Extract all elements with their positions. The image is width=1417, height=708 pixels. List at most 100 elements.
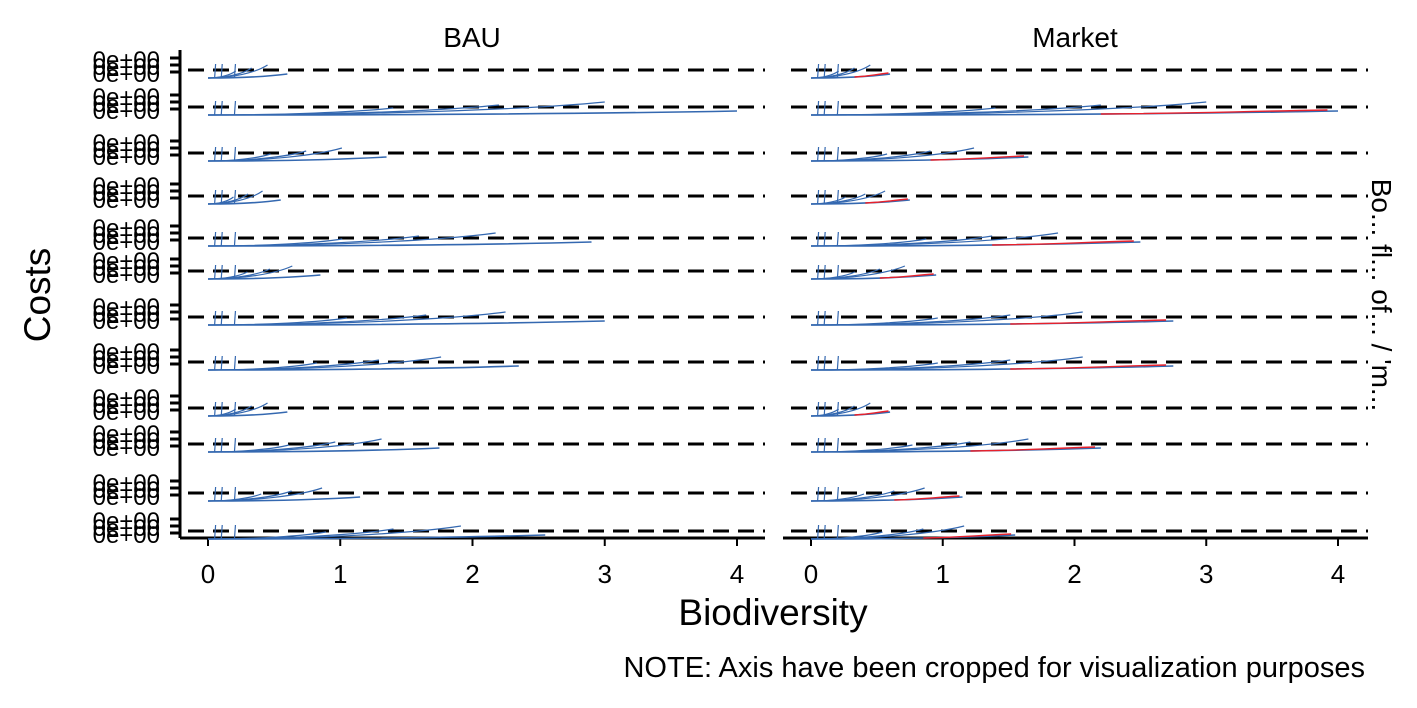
y-tick-label: 0e+00: [93, 522, 160, 549]
market-cost-curve: [930, 155, 1025, 161]
cost-curve: [810, 356, 1083, 371]
cost-curve-spike: [836, 437, 839, 453]
cost-curve-spike: [836, 264, 839, 280]
y-tick-label: 0e+00: [93, 137, 160, 164]
cost-curve: [207, 101, 605, 116]
cost-curve-spike: [233, 146, 237, 162]
cost-curve-spike: [214, 63, 217, 79]
cost-curve: [810, 265, 906, 280]
y-tick-label: 0e+00: [93, 187, 160, 214]
y-tick-label: 0e+00: [93, 98, 160, 125]
y-tick-label: 0e+00: [93, 484, 160, 511]
cost-curve-spike: [214, 437, 217, 453]
y-tick-label: 0e+00: [93, 308, 160, 335]
market-cost-curve: [1100, 109, 1328, 115]
cost-curve-spike: [836, 146, 839, 162]
y-tick-label: 0e+00: [93, 229, 160, 256]
cost-curve: [810, 147, 975, 162]
cost-curve-spike: [214, 100, 217, 116]
cost-curve: [810, 402, 871, 417]
market-cost-curve: [854, 72, 889, 78]
market-cost-curve: [992, 240, 1134, 246]
y-tick-label: 0e+00: [93, 435, 160, 462]
cost-curve: [207, 356, 442, 371]
cost-curve-spike: [220, 100, 223, 116]
y-tick-label: 0e+00: [93, 470, 160, 497]
y-tick-label: 0e+00: [93, 173, 160, 200]
cost-curve-spike: [214, 264, 217, 280]
cost-curve-spike: [816, 146, 820, 162]
x-tick-label: 2: [1067, 559, 1081, 589]
cost-curve-spike: [233, 355, 237, 371]
cost-curve-spike: [233, 437, 237, 453]
cost-curve-spike: [233, 486, 237, 502]
cost-curve-spike: [836, 310, 839, 326]
cost-curve: [810, 190, 886, 205]
cost-curve: [810, 525, 965, 540]
cost-curve-spike: [233, 63, 237, 79]
y-axis-ticks: 0e+000e+000e+000e+000e+000e+000e+000e+00…: [93, 47, 182, 549]
x-tick-label: 3: [598, 559, 612, 589]
cost-curve-spike: [823, 355, 826, 371]
market-cost-curve: [865, 198, 908, 204]
cost-curve-spike: [233, 401, 237, 417]
cost-curve-spike: [220, 355, 223, 371]
market-cost-curve: [970, 446, 1096, 452]
cost-curve-spike: [816, 524, 820, 540]
y-tick-label: 0e+00: [93, 54, 160, 81]
cost-curve-spike: [836, 100, 839, 116]
x-tick-label: 2: [465, 559, 479, 589]
y-tick-label: 0e+00: [93, 346, 160, 373]
x-axis-label: Biodiversity: [678, 592, 868, 633]
y-tick-label: 0e+00: [93, 248, 160, 275]
y-tick-label: 0e+00: [93, 180, 160, 207]
y-tick-label: 0e+00: [93, 353, 160, 380]
cost-curve-spike: [836, 486, 839, 502]
cost-curve-spike: [214, 189, 217, 205]
cost-curve: [207, 232, 496, 247]
x-tick-label: 1: [936, 559, 950, 589]
cost-curve-spike: [220, 146, 223, 162]
cost-curve-spike: [823, 264, 826, 280]
x-tick-label: 3: [1199, 559, 1213, 589]
y-tick-label: 0e+00: [93, 392, 160, 419]
cost-curve-spike: [233, 524, 237, 540]
y-tick-label: 0e+00: [93, 508, 160, 535]
cost-curve-spike: [823, 486, 826, 502]
cost-curve-spike: [823, 146, 826, 162]
y-tick-label: 0e+00: [93, 144, 160, 171]
cost-curve-spike: [823, 231, 826, 247]
y-tick-label: 0e+00: [93, 84, 160, 111]
cost-curve-spike: [220, 524, 223, 540]
y-tick-label: 0e+00: [93, 294, 160, 321]
cost-curve-spike: [233, 231, 237, 247]
cost-curve-spike: [816, 355, 820, 371]
y-tick-label: 0e+00: [93, 255, 160, 282]
cost-curve-spike: [233, 189, 237, 205]
y-tick-label: 0e+00: [93, 477, 160, 504]
cost-curve-spike: [823, 189, 826, 205]
cost-curve-spike: [836, 355, 839, 371]
y-tick-label: 0e+00: [93, 301, 160, 328]
y-tick-label: 0e+00: [93, 222, 160, 249]
cost-curve-spike: [823, 401, 826, 417]
cost-curve-spike: [816, 63, 820, 79]
bau-panel: 0 1 2 3 4: [180, 63, 765, 589]
cost-curve-spike: [214, 146, 217, 162]
cost-curve-spike: [233, 310, 237, 326]
cost-curve-spike: [220, 486, 223, 502]
y-tick-label: 0e+00: [93, 91, 160, 118]
right-strip-text: Bo... fl... of... / 'm...: [1366, 179, 1397, 412]
cost-curve-spike: [816, 100, 820, 116]
cost-curve-spike: [220, 231, 223, 247]
market-cost-curve: [894, 495, 960, 501]
x-tick-label: 4: [730, 559, 744, 589]
cost-curve-spike: [233, 264, 237, 280]
cost-curve-spike: [823, 100, 826, 116]
panel-title-market: Market: [1032, 22, 1118, 53]
cost-curve-spike: [233, 100, 237, 116]
y-tick-label: 0e+00: [93, 339, 160, 366]
cost-curve-spike: [816, 486, 820, 502]
cost-curve-spike: [823, 437, 826, 453]
cost-curve: [207, 190, 263, 205]
